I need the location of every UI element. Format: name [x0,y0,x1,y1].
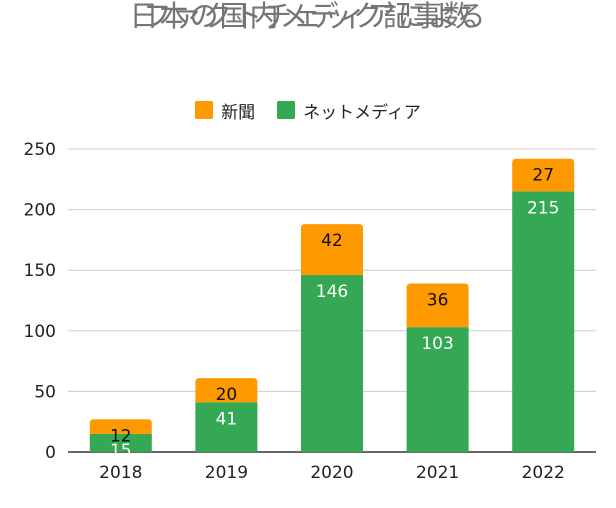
x-tick-label: 2020 [310,463,353,483]
bar-segment-newspaper [406,283,469,328]
data-label-newspaper: 12 [110,426,132,446]
legend-swatch-net-media [277,101,296,119]
y-tick-label: 150 [24,261,56,281]
data-label-newspaper: 20 [216,385,238,405]
bar-segment-net-media [89,433,152,452]
y-tick-label: 100 [24,322,56,342]
data-label-newspaper: 27 [532,166,554,186]
legend-swatch-newspaper [195,101,214,119]
y-tick-label: 250 [24,140,56,160]
y-tick-label: 50 [34,382,56,402]
chart-title-line-2: ファクトチェック記事数 [142,0,473,33]
data-label-net-media: 15 [110,441,132,461]
y-tick-label: 0 [45,443,56,463]
bar-segment-newspaper [195,378,258,403]
bar-segment-net-media [301,275,363,452]
data-label-newspaper: 36 [427,291,449,311]
data-label-net-media: 103 [421,334,453,354]
bar-segment-newspaper [512,158,575,192]
x-tick-label: 2018 [99,463,142,483]
x-tick-label: 2019 [205,463,248,483]
chart-legend: 新聞 ネットメディア [0,98,616,123]
bar-segment-newspaper [301,224,363,276]
bar-segment-net-media [406,327,469,452]
legend-label-newspaper: 新聞 [221,102,256,123]
data-label-net-media: 215 [527,198,559,218]
legend-item-newspaper: 新聞 [195,98,255,123]
data-label-newspaper: 42 [321,231,343,251]
data-label-net-media: 146 [316,282,348,302]
bar-segment-newspaper [89,419,152,434]
chart-title-line-1: 日本の国内メディアによる [129,0,487,33]
bar-segment-net-media [512,191,575,453]
y-tick-label: 200 [24,201,56,221]
bar-segment-net-media [195,402,258,452]
legend-item-net-media: ネットメディア [277,98,421,123]
legend-label-net-media: ネットメディア [303,102,421,123]
x-tick-label: 2022 [522,463,565,483]
data-label-net-media: 41 [216,409,238,429]
x-tick-label: 2021 [416,463,459,483]
